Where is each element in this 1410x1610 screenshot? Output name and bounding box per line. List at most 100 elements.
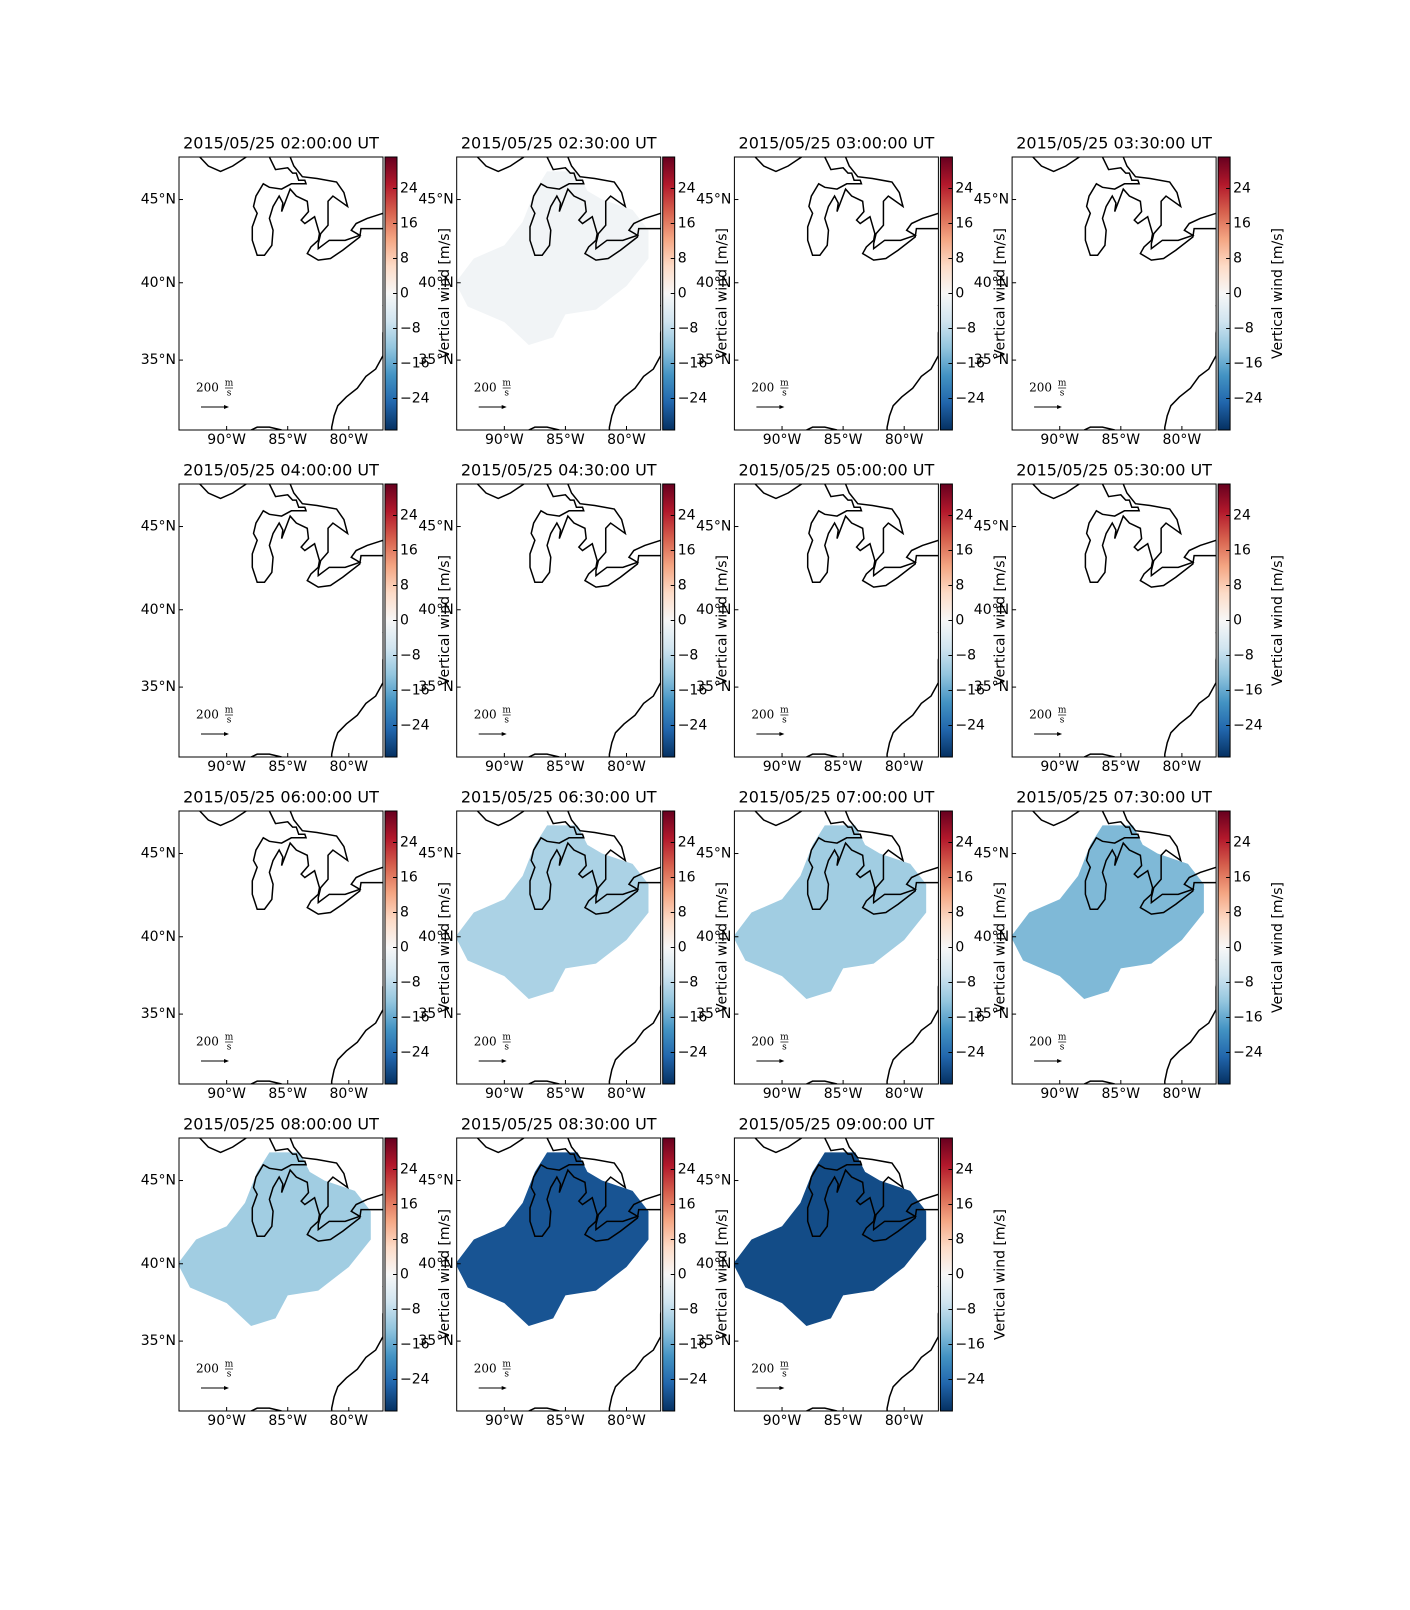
coastline [199, 1138, 247, 1154]
colorbar-tick-label: −24 [1233, 718, 1263, 734]
lon-tick-label: 90°W [763, 1086, 802, 1102]
panel: 2015/05/25 02:00:00 UT 90°W 85°W 80°W 45°N 40… [141, 134, 453, 449]
map-area [456, 811, 661, 1084]
colorbar-tick-label: −24 [400, 718, 430, 734]
coastline [1083, 1080, 1115, 1084]
colorbar-tick-label: 16 [1233, 216, 1251, 232]
colorbar-tick-label: 0 [1233, 613, 1242, 629]
coastline [1084, 484, 1217, 588]
lat-tick-label: 35°N [141, 1006, 176, 1022]
coastline [529, 484, 661, 588]
scale-arrowhead [1057, 1059, 1063, 1063]
scale-unit-den: s [782, 1370, 787, 1380]
map-area [734, 1138, 939, 1411]
colorbar-tick-label: 24 [678, 835, 696, 851]
colorbar-tick-label: 24 [1233, 835, 1251, 851]
colorbar-tick-label: −16 [955, 1010, 985, 1026]
axes-frame [456, 810, 662, 1085]
coastline [330, 631, 383, 757]
colorbar-tick-label: 16 [1233, 543, 1251, 559]
lat-tick-label: 35°N [696, 352, 731, 368]
panel: 2015/05/25 04:30:00 UT 90°W 85°W 80°W 45°N 40… [418, 461, 730, 776]
coastline [1122, 157, 1217, 251]
coastline [476, 157, 525, 173]
lon-tick-label: 85°W [824, 432, 863, 448]
lon-tick-label: 90°W [1040, 1086, 1079, 1102]
lon-tick-label: 80°W [1163, 1086, 1202, 1102]
scale-unit-num: m [502, 379, 511, 389]
lat-tick-label: 45°N [418, 519, 453, 535]
lon-tick-label: 90°W [1040, 432, 1079, 448]
axes-frame [1011, 483, 1217, 758]
colorbar-tick-label: 24 [678, 508, 696, 524]
lat-tick-label: 45°N [974, 846, 1009, 862]
colorbar-tick-label: 0 [400, 286, 409, 302]
map-area [179, 1138, 383, 1411]
colorbar-tick-label: 24 [678, 1162, 696, 1178]
colorbar-tick-label: 24 [400, 1162, 418, 1178]
axes-frame [733, 156, 939, 431]
coastline [289, 1138, 383, 1232]
map-area [1012, 811, 1217, 1084]
scale-unit-num: m [502, 706, 511, 716]
panel-title: 2015/05/25 04:00:00 UT [183, 461, 379, 480]
lat-tick-label: 45°N [696, 846, 731, 862]
coastline [251, 811, 383, 915]
lon-tick-label: 80°W [885, 432, 924, 448]
coastline [1164, 631, 1217, 757]
panel-title: 2015/05/25 07:00:00 UT [739, 788, 935, 807]
lat-tick-label: 45°N [418, 192, 453, 208]
scale-unit-den: s [227, 389, 232, 399]
panel: 2015/05/25 08:30:00 UT 90°W 85°W 80°W 45°N 40… [418, 1115, 730, 1430]
colorbar-tick-label: 16 [400, 543, 418, 559]
coastline [1032, 484, 1080, 500]
scale-unit-num: m [780, 1033, 789, 1043]
scale-unit-den: s [782, 389, 787, 399]
lon-tick-label: 90°W [763, 1413, 802, 1429]
lat-tick-label: 40°N [696, 1256, 731, 1272]
scale-unit-num: m [1058, 1033, 1067, 1043]
lat-tick-label: 35°N [418, 352, 453, 368]
scale-unit-num: m [780, 706, 789, 716]
colorbar-tick-label: 24 [955, 1162, 973, 1178]
coastline [199, 811, 247, 827]
colorbar-label: Vertical wind [m/s] [992, 882, 1008, 1013]
coastline [528, 1080, 560, 1084]
colorbar-tick-label: 24 [1233, 508, 1251, 524]
colorbar-tick-label: −24 [678, 1372, 708, 1388]
coastline [1084, 811, 1217, 915]
colorbar-tick-label: 8 [955, 251, 964, 267]
axes-frame [733, 810, 939, 1085]
coastline [1164, 304, 1217, 430]
scale-arrowhead [779, 732, 785, 736]
colorbar-tick-label: 16 [955, 543, 973, 559]
lon-tick-label: 85°W [546, 1086, 585, 1102]
colorbar-label: Vertical wind [m/s] [715, 555, 731, 686]
wind-region [734, 825, 927, 1000]
colorbar-tick-label: −16 [1233, 1010, 1263, 1026]
scale-label: 200 [1029, 381, 1052, 395]
coastline [250, 1407, 282, 1411]
lon-tick-label: 80°W [1163, 432, 1202, 448]
panel: 2015/05/25 07:30:00 UT 90°W 85°W 80°W 45°N 40… [974, 788, 1286, 1103]
lon-tick-label: 90°W [763, 759, 802, 775]
lon-tick-label: 80°W [885, 1413, 924, 1429]
colorbar-tick-label: 16 [400, 870, 418, 886]
map-area [754, 484, 939, 757]
scale-arrowhead [779, 405, 785, 409]
colorbar-tick-label: −16 [678, 356, 708, 372]
lat-tick-label: 45°N [974, 192, 1009, 208]
lat-tick-label: 35°N [974, 679, 1009, 695]
colorbar-label: Vertical wind [m/s] [715, 228, 731, 359]
colorbar-tick-label: −16 [678, 683, 708, 699]
lat-tick-label: 40°N [418, 275, 453, 291]
coastline [476, 484, 525, 500]
coastline [1032, 157, 1080, 173]
coastline [289, 157, 383, 251]
lat-tick-label: 35°N [974, 1006, 1009, 1022]
colorbar-tick-label: −24 [678, 1045, 708, 1061]
coastline [250, 753, 282, 757]
panel: 2015/05/25 06:00:00 UT 90°W 85°W 80°W 45°N 40… [141, 788, 453, 1103]
axes-frame [733, 483, 939, 758]
coastline [199, 157, 247, 173]
